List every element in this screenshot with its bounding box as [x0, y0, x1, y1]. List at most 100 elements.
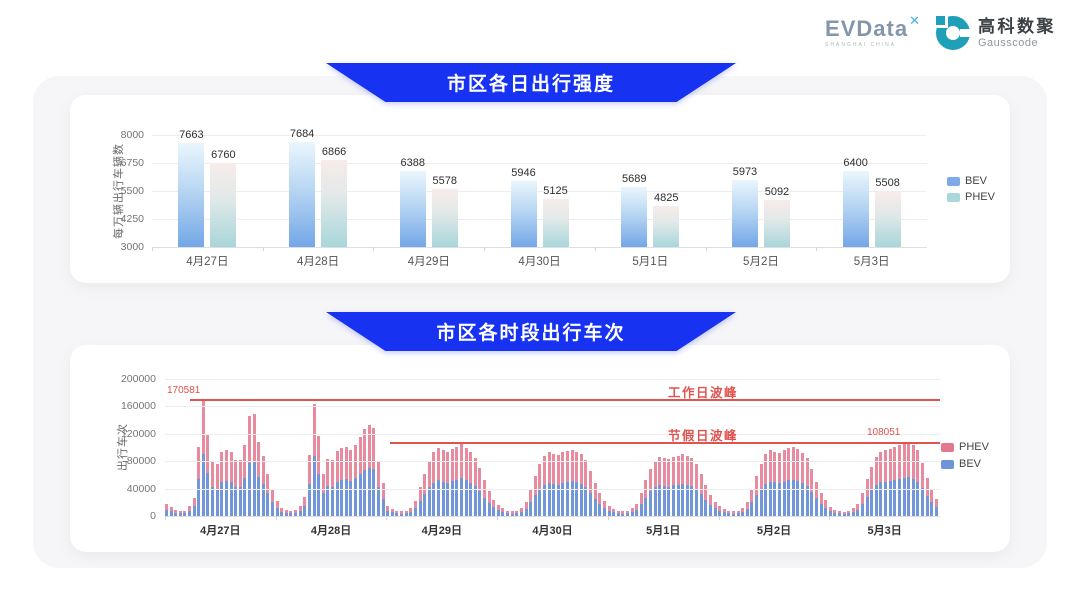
gausscode-name-en: Gausscode	[978, 36, 1039, 49]
hour-bar	[593, 483, 597, 516]
bev-segment	[547, 483, 551, 516]
x-axis-label: 5月1日	[646, 525, 681, 537]
bev-segment	[238, 486, 242, 516]
hour-bar	[432, 452, 436, 516]
hour-bar	[713, 501, 717, 516]
bar-value-label: 7684	[289, 128, 315, 141]
hour-bar	[340, 447, 344, 516]
hour-bar	[621, 511, 625, 516]
phev-segment	[704, 485, 708, 501]
hour-bar	[284, 509, 288, 516]
phev-segment	[280, 507, 284, 512]
phev-segment	[570, 449, 574, 482]
bev-segment	[506, 513, 510, 516]
bar-group: 6400 5508	[816, 135, 927, 247]
hour-bar	[851, 508, 855, 516]
phev-segment	[192, 498, 196, 507]
hour-bar	[695, 463, 699, 516]
hour-bar	[395, 510, 399, 516]
phev-segment	[612, 509, 616, 513]
bev-segment	[473, 485, 477, 516]
phev-segment	[750, 489, 754, 503]
bev-segment	[174, 512, 178, 516]
hour-bar	[358, 437, 362, 516]
bev-segment	[261, 483, 265, 516]
bev-segment	[741, 511, 745, 516]
hour-bar	[930, 489, 934, 516]
phev-segment	[257, 442, 261, 477]
hour-bar	[275, 500, 279, 516]
bev-bar-column: 6400	[842, 157, 869, 247]
legend-item-phev[interactable]: PHEV	[947, 191, 995, 203]
hour-bar	[192, 498, 196, 516]
bev-segment	[542, 484, 546, 516]
holiday-peak-line	[390, 441, 940, 444]
legend-item-bev[interactable]: BEV	[947, 175, 995, 187]
hour-bar	[390, 509, 394, 516]
phev-segment	[805, 458, 809, 486]
hour-bar	[464, 447, 468, 516]
phev-segment	[879, 451, 883, 483]
phev-segment	[542, 455, 546, 485]
axis-tick	[262, 247, 264, 251]
bev-segment	[271, 501, 275, 516]
bev-segment	[344, 479, 348, 516]
holiday-peak-value: 108051	[867, 426, 901, 438]
daily-intensity-card: 每万辆出行车辆数 3000 4250 5500 6750 8000 7663 6760 76…	[70, 95, 1010, 283]
bev-segment	[386, 511, 390, 516]
legend-item-bev[interactable]: BEV	[941, 458, 989, 470]
bev-segment	[791, 479, 795, 516]
phev-segment	[653, 461, 657, 488]
bev-segment	[211, 487, 215, 516]
legend-item-phev[interactable]: PHEV	[941, 441, 989, 453]
bev-segment	[639, 503, 643, 516]
bev-segment	[529, 502, 533, 516]
bev-bar-column: 6388	[399, 157, 426, 247]
bev-bar-column: 7663	[178, 129, 205, 247]
y-tick-label: 5500	[120, 185, 144, 197]
hour-bar	[483, 480, 487, 516]
phev-bar	[763, 200, 790, 247]
bev-segment	[837, 513, 841, 516]
bev-segment	[427, 487, 431, 516]
hour-bar	[326, 459, 330, 516]
phev-segment	[298, 505, 302, 511]
gridline	[152, 219, 927, 220]
hour-bar	[229, 452, 233, 516]
hour-bar	[353, 445, 357, 516]
bev-segment	[695, 488, 699, 516]
bev-segment	[699, 494, 703, 516]
hour-bar	[169, 507, 173, 516]
hour-bar	[690, 458, 694, 516]
bev-segment	[934, 507, 938, 516]
evdata-x-icon: ✕	[909, 13, 920, 28]
phev-segment	[496, 505, 500, 511]
header-logos: EVData ✕ SHANGHAI CHINA 高科数聚 Gausscode	[825, 13, 1056, 50]
x-axis-label: 5月2日	[743, 256, 779, 268]
bar-group: 5973 5092	[706, 135, 817, 247]
phev-bar	[542, 199, 569, 247]
gridline	[165, 433, 940, 435]
hour-bar	[455, 446, 459, 516]
phev-segment	[552, 453, 556, 484]
hour-bar	[676, 455, 680, 516]
bev-segment	[589, 492, 593, 516]
phev-segment	[183, 510, 187, 514]
bev-segment	[340, 479, 344, 516]
phev-segment	[874, 457, 878, 486]
hour-bar	[870, 466, 874, 516]
phev-segment	[731, 511, 735, 514]
hour-bar	[501, 508, 505, 516]
phev-segment	[810, 469, 814, 493]
bev-bar	[621, 186, 648, 247]
bev-segment	[658, 485, 662, 516]
bev-segment	[819, 503, 823, 516]
hour-bar	[524, 502, 528, 516]
phev-segment	[699, 473, 703, 495]
bev-segment	[377, 487, 381, 516]
hour-bar	[552, 453, 556, 516]
hour-bar	[801, 453, 805, 516]
phev-segment	[791, 446, 795, 480]
phev-segment	[681, 454, 685, 484]
hour-bar	[907, 442, 911, 516]
